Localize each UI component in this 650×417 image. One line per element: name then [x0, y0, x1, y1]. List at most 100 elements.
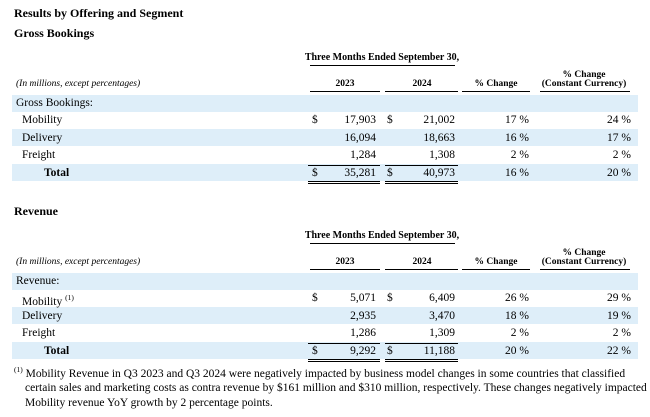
cell-2023: 2,935	[350, 309, 376, 322]
rule	[462, 91, 530, 92]
cell-cc: 22 %	[607, 344, 631, 357]
row-shading	[12, 94, 638, 112]
group-label: Gross Bookings:	[16, 97, 93, 109]
cell-cc: 24 %	[607, 114, 631, 127]
row-label: Freight	[22, 327, 56, 340]
cell-2023: 1,284	[350, 149, 376, 162]
currency: $	[387, 344, 393, 357]
cell-2024: 6,409	[429, 292, 455, 305]
cell-2023: 35,281	[344, 166, 376, 179]
rule	[540, 269, 630, 270]
rule	[308, 358, 380, 360]
column-header: 2023	[335, 257, 355, 267]
cell-2024: 1,308	[429, 149, 455, 162]
row-shading	[12, 272, 638, 290]
cell-change: 16 %	[505, 131, 529, 144]
column-header: % Change	[562, 248, 606, 258]
cell-2024: 18,663	[423, 131, 455, 144]
rule	[310, 91, 380, 92]
cell-2023: 9,292	[350, 344, 376, 357]
cell-cc: 2 %	[612, 149, 631, 162]
currency: $	[387, 114, 393, 127]
column-header: (Constant Currency)	[541, 79, 627, 89]
rule	[385, 360, 458, 362]
row-label: Freight	[22, 149, 56, 162]
section-heading: Revenue	[14, 204, 58, 218]
row-label: Mobility	[22, 114, 63, 127]
rule	[310, 269, 380, 270]
cell-cc: 2 %	[612, 327, 631, 340]
rule	[385, 342, 458, 344]
rule	[385, 182, 458, 184]
period-header: Three Months Ended September 30,	[304, 230, 460, 241]
cell-change: 16 %	[505, 166, 529, 179]
cell-cc: 20 %	[607, 166, 631, 179]
currency: $	[387, 166, 393, 179]
row-shading	[12, 307, 638, 325]
currency: $	[387, 292, 393, 305]
cell-2024: 40,973	[423, 166, 455, 179]
units-note: (In millions, except percentages)	[16, 257, 141, 267]
cell-change: 17 %	[505, 114, 529, 127]
column-header: 2023	[335, 79, 355, 89]
rule	[385, 269, 458, 270]
rule	[308, 360, 380, 362]
currency: $	[312, 292, 318, 305]
rule	[308, 342, 380, 344]
cell-2023: 16,094	[344, 131, 376, 144]
cell-change: 2 %	[510, 149, 529, 162]
cell-2023: 5,071	[350, 292, 376, 305]
cell-cc: 17 %	[607, 131, 631, 144]
row-marker: (1)	[65, 293, 74, 303]
column-header: 2024	[412, 257, 432, 267]
cell-change: 18 %	[505, 309, 529, 322]
currency: $	[312, 344, 318, 357]
cell-2023: 1,286	[350, 327, 376, 340]
period-header: Three Months Ended September 30,	[304, 52, 460, 63]
cell-2024: 11,188	[423, 344, 455, 357]
currency: $	[312, 166, 318, 179]
column-header: % Change	[562, 70, 606, 80]
row-shading	[12, 342, 638, 360]
rule	[385, 164, 458, 166]
units-note: (In millions, except percentages)	[16, 79, 141, 89]
rule	[310, 243, 455, 244]
row-label: Total	[44, 166, 70, 179]
row-label: Mobility (1)	[22, 293, 74, 309]
cell-2024: 1,309	[429, 327, 455, 340]
cell-cc: 29 %	[607, 292, 631, 305]
row-label: Delivery	[22, 309, 63, 322]
footnote-marker: (1)	[14, 365, 23, 374]
group-label: Revenue:	[16, 275, 60, 287]
cell-cc: 19 %	[607, 309, 631, 322]
rule	[385, 358, 458, 360]
rule	[308, 182, 380, 184]
column-header: % Change	[474, 79, 518, 89]
column-header: 2024	[412, 79, 432, 89]
rule	[385, 180, 458, 182]
row-shading	[12, 129, 638, 147]
footnote-text: Mobility Revenue in Q3 2023 and Q3 2024 …	[25, 367, 647, 409]
cell-2024: 21,002	[423, 114, 455, 127]
cell-change: 2 %	[510, 327, 529, 340]
currency: $	[312, 114, 318, 127]
column-header: (Constant Currency)	[541, 257, 627, 267]
page-title: Results by Offering and Segment	[14, 6, 184, 20]
cell-2024: 3,470	[429, 309, 455, 322]
cell-change: 20 %	[505, 344, 529, 357]
row-shading	[12, 164, 638, 182]
rule	[310, 65, 455, 66]
rule	[308, 180, 380, 182]
footnote: (1) Mobility Revenue in Q3 2023 and Q3 2…	[14, 363, 650, 410]
rule	[308, 164, 380, 166]
row-label: Total	[44, 344, 70, 357]
cell-2023: 17,903	[344, 114, 376, 127]
rule	[385, 91, 458, 92]
column-header: % Change	[474, 257, 518, 267]
row-label: Delivery	[22, 131, 63, 144]
rule	[462, 269, 530, 270]
section-heading: Gross Bookings	[14, 26, 95, 40]
rule	[540, 91, 630, 92]
cell-change: 26 %	[505, 292, 529, 305]
